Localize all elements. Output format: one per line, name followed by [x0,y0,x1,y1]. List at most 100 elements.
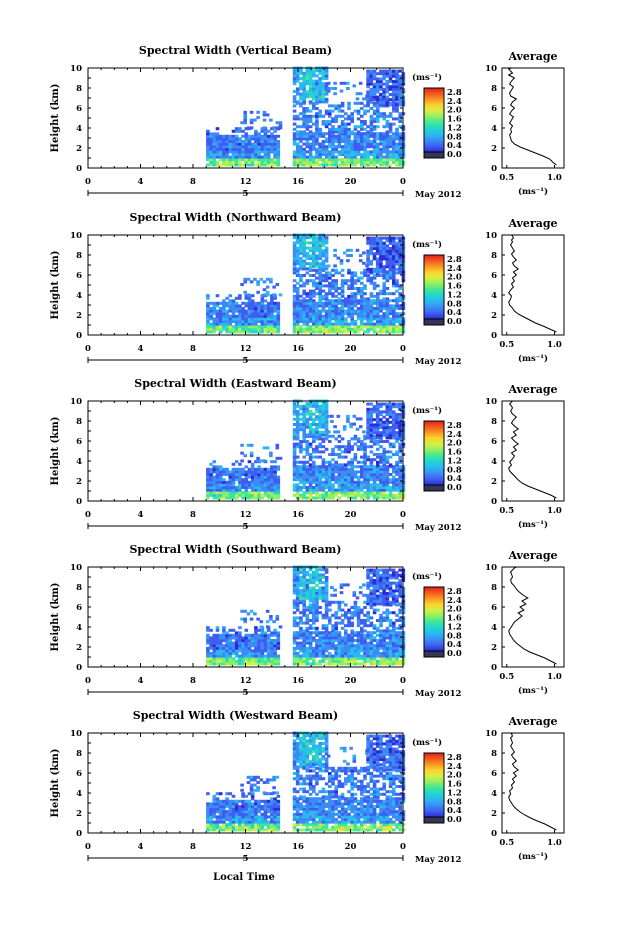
profile-y-tick-label: 8 [491,251,497,261]
profile-y-tick-label: 10 [485,64,497,74]
profile-title: Average [507,715,557,728]
profile-y-tick-label: 10 [485,563,497,573]
x-tick-label: 12 [240,177,252,187]
profile-title: Average [507,50,557,63]
y-tick-label: 10 [70,563,82,573]
y-tick-label: 0 [76,829,82,839]
colorbar-tick-label: 0.0 [447,649,462,659]
y-tick-label: 6 [76,437,82,447]
panel-title: Spectral Width (Westward Beam) [133,709,338,722]
x-tick-label: 0 [85,177,91,187]
profile-y-tick-label: 2 [491,477,497,487]
x-tick-label: 8 [190,344,196,354]
profile-y-tick-label: 8 [491,583,497,593]
y-tick-label: 4 [76,291,82,301]
profile-y-tick-label: 10 [485,729,497,739]
x-tick-label: 20 [345,344,357,354]
colorbar-base [423,816,445,824]
profile-x-tick-label: 0.5 [499,173,514,183]
profile-x-tick-label: 0.5 [499,838,514,848]
x-tick-label: 4 [138,177,144,187]
x-tick-label: 8 [190,676,196,686]
x-tick-label: 12 [240,842,252,852]
profile-x-tick-label: 1.0 [547,672,562,682]
profile-y-tick-label: 8 [491,749,497,759]
x-axis-label: Local Time [213,872,275,883]
date-label: May 2012 [415,855,462,865]
x-tick-label: 20 [345,177,357,187]
y-tick-label: 8 [76,84,82,94]
colorbar [423,752,445,824]
profile-frame [501,400,565,502]
average-profile: Average 0 2 4 6 8 10 0.5 1.0 (ms⁻¹) [485,383,565,530]
y-tick-label: 6 [76,104,82,114]
x-tick-label: 0 [400,510,406,520]
colorbar-tick-label: 1.6 [447,614,462,624]
y-tick-label: 4 [76,457,82,467]
y-tick-label: 0 [76,331,82,341]
x-tick-label: 20 [345,842,357,852]
colorbar-tick-label: 0.4 [447,308,462,318]
x-tick-label: 0 [85,510,91,520]
x-tick-label: 20 [345,676,357,686]
colorbar-tick-label: 0.0 [447,317,462,327]
colorbar-tick-label: 2.4 [447,430,462,440]
profile-x-label: (ms⁻¹) [518,519,548,530]
y-axis-label: Height (km) [50,417,61,486]
colorbar-unit: (ms⁻¹) [412,239,442,250]
profile-y-tick-label: 0 [491,497,497,507]
date-label: May 2012 [415,523,462,533]
profile-y-tick-label: 4 [491,457,497,467]
profile-x-label: (ms⁻¹) [518,353,548,364]
y-axis-label: Height (km) [50,84,61,153]
y-tick-label: 10 [70,729,82,739]
colorbar-unit: (ms⁻¹) [412,72,442,83]
colorbar-tick-label: 1.6 [447,448,462,458]
profile-y-tick-label: 0 [491,164,497,174]
profile-y-tick-label: 2 [491,144,497,154]
panel-4: Spectral Width (Southward Beam) Height (k… [50,543,565,699]
colorbar-tick-label: 1.6 [447,780,462,790]
profile-y-tick-label: 0 [491,663,497,673]
profile-x-tick-label: 1.0 [547,838,562,848]
y-tick-label: 4 [76,623,82,633]
colorbar-tick-label: 1.6 [447,115,462,125]
colorbar-tick-label: 0.0 [447,483,462,493]
profile-line [508,732,557,831]
colorbar-tick-label: 1.2 [447,123,462,133]
profile-y-tick-label: 2 [491,643,497,653]
colorbar-base [423,484,445,492]
colorbar-tick-label: 1.2 [447,290,462,300]
date-tick-label: 5 [243,688,249,698]
profile-x-tick-label: 0.5 [499,672,514,682]
y-tick-label: 2 [76,643,82,653]
y-tick-label: 2 [76,311,82,321]
profile-x-tick-label: 1.0 [547,173,562,183]
x-tick-label: 4 [138,510,144,520]
y-tick-label: 8 [76,749,82,759]
x-tick-label: 16 [292,510,304,520]
profile-y-tick-label: 2 [491,809,497,819]
x-tick-label: 16 [292,177,304,187]
x-tick-label: 20 [345,510,357,520]
x-tick-label: 16 [292,842,304,852]
x-tick-label: 4 [138,676,144,686]
profile-y-tick-label: 10 [485,397,497,407]
colorbar-tick-label: 0.4 [447,640,462,650]
panel-title: Spectral Width (Eastward Beam) [134,377,336,390]
y-tick-label: 8 [76,251,82,261]
profile-y-tick-label: 4 [491,124,497,134]
profile-y-tick-label: 10 [485,231,497,241]
profile-line [507,67,557,166]
x-tick-label: 12 [240,510,252,520]
profile-y-tick-label: 0 [491,331,497,341]
profile-frame [501,732,565,834]
y-tick-label: 0 [76,497,82,507]
panel-3: Spectral Width (Eastward Beam) Height (km… [50,377,565,533]
colorbar [423,254,445,326]
colorbar-tick-label: 2.4 [447,264,462,274]
panel-1: Spectral Width (Vertical Beam) Height (km… [50,44,565,200]
heatmap-cells [206,731,406,832]
x-tick-label: 4 [138,842,144,852]
colorbar-tick-label: 0.4 [447,474,462,484]
